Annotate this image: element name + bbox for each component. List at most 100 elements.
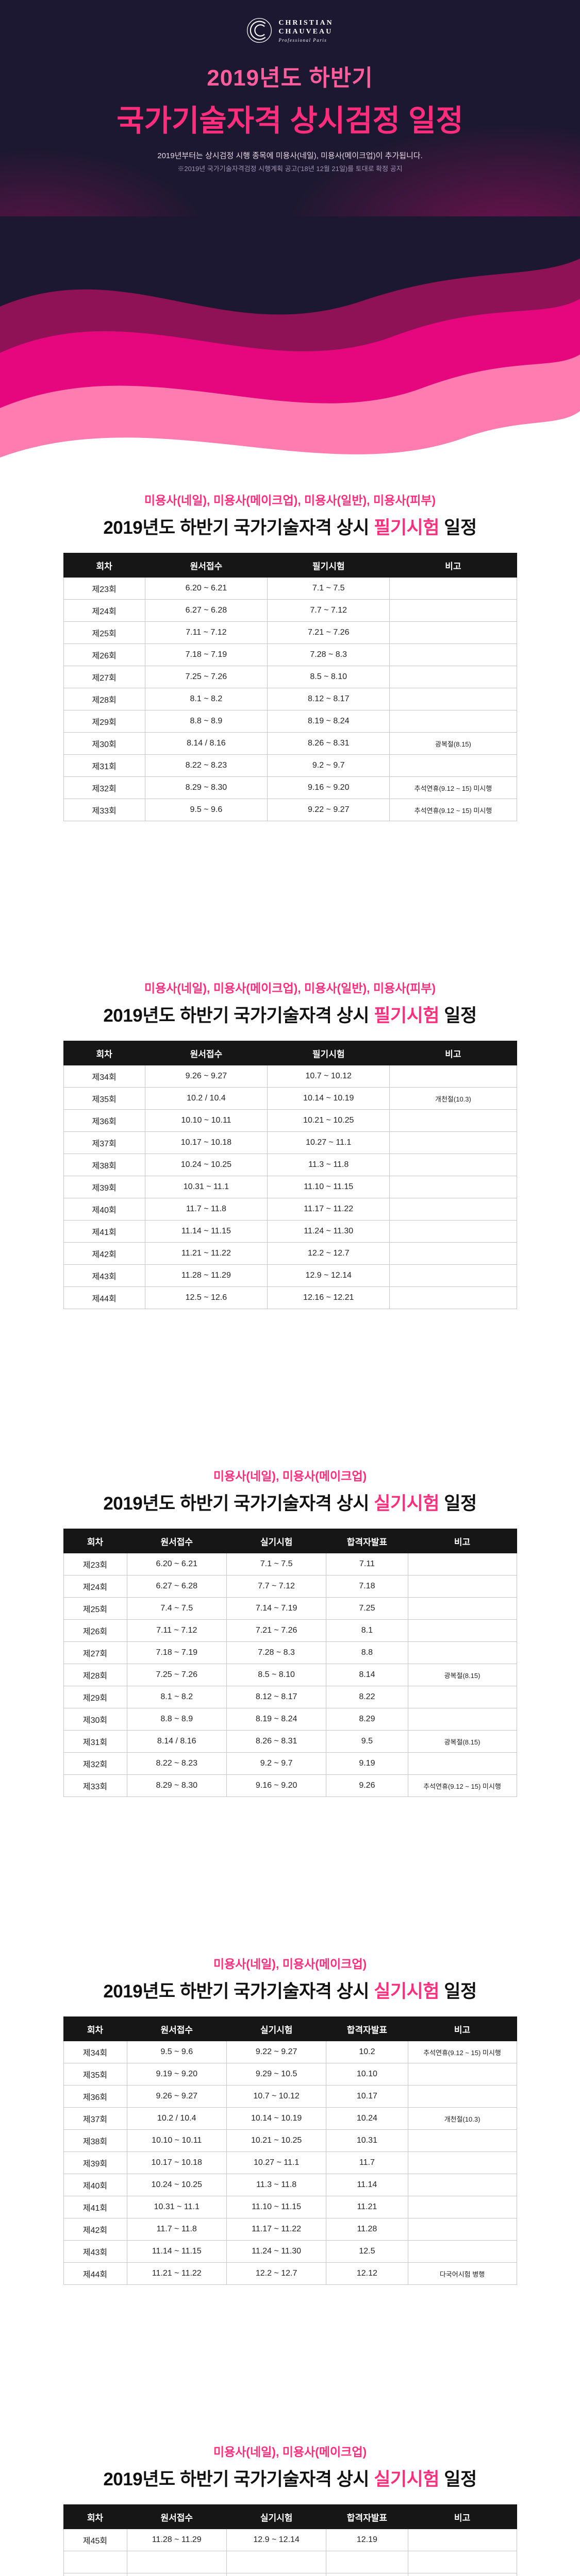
table-cell: 광복절(8.15) [407,1730,517,1753]
table-cell [407,1752,517,1775]
table-cell: 7.4 ~ 7.5 [126,1597,227,1620]
table-cell: 11.14 ~ 11.15 [144,1220,268,1243]
table-cell [389,710,517,733]
table-cell: 7.25 [326,1597,408,1620]
practical-exam-table-3: 회차 원서접수 실기시험 합격자발표 비고 제45회 11.28 ~ 11.29 12.9 ~… [63,2504,517,2576]
brand-name-line2: CHAUVEAU [278,28,333,36]
table-cell: 제37회 [63,2107,127,2130]
table-row: 제29회 8.1 ~ 8.2 8.12 ~ 8.17 8.22 [63,1686,517,1708]
table-cell [389,1154,517,1176]
table-cell [389,643,517,666]
table-cell: 11.24 ~ 11.30 [226,2240,327,2263]
table-cell: 제40회 [63,2174,127,2196]
table-cell: 제34회 [63,2041,127,2063]
table-cell [407,2151,517,2174]
table-cell: 7.7 ~ 7.12 [267,599,390,622]
table-row [63,2573,517,2576]
table-cell: 12.16 ~ 12.21 [267,1286,390,1309]
brand-tagline: Professional Paris [278,37,327,43]
table-cell: 광복절(8.15) [389,732,517,755]
column-header: 회차 [63,2016,127,2041]
table-cell: 제45회 [63,2529,127,2551]
table-cell [407,2551,517,2573]
column-header: 원서접수 [144,1041,268,1065]
column-header: 회차 [63,1041,145,1065]
table-row [63,2551,517,2573]
table-cell: 11.14 ~ 11.15 [126,2240,227,2263]
table-cell: 9.16 ~ 9.20 [226,1774,327,1797]
column-header: 원서접수 [126,1529,227,1553]
table-cell: 8.14 [326,1664,408,1686]
table-cell: 11.7 ~ 11.8 [126,2218,227,2241]
poster-title: 2019년도 하반기 국가기술자격 상시검정 일정 [0,59,580,140]
wave-decoration [0,216,580,489]
column-header: 합격자발표 [326,2504,408,2529]
table-cell: 제27회 [63,1641,127,1664]
table-cell: 제44회 [63,2262,127,2285]
column-header: 회차 [63,553,145,578]
table-cell [389,1065,517,1088]
table-cell: 제26회 [63,1619,127,1642]
table-cell: 8.29 ~ 8.30 [144,776,268,799]
table-row: 제41회 10.31 ~ 11.1 11.10 ~ 11.15 11.21 [63,2196,517,2218]
section-practical-exam-3: 미용사(네일), 미용사(메이크업) 2019년도 하반기 국가기술자격 상시 … [63,2442,517,2576]
column-header: 실기시험 [226,1529,327,1553]
table-row: 제38회 10.10 ~ 10.11 10.21 ~ 10.25 10.31 [63,2129,517,2152]
table-cell: 9.5 ~ 9.6 [144,799,268,821]
table-cell: 개천절(10.3) [389,1087,517,1110]
table-cell: 10.7 ~ 10.12 [267,1065,390,1088]
table-cell [63,2551,127,2573]
table-cell: 7.18 ~ 7.19 [144,643,268,666]
section-title-highlight: 실기시험 [374,1494,440,1514]
table-cell: 8.29 ~ 8.30 [126,1774,227,1797]
written-exam-table-1: 회차 원서접수 필기시험 비고 제23회 6.20 ~ 6.21 7.1 ~ 7.5 제24… [63,553,517,821]
table-cell: 제40회 [63,1198,145,1221]
table-cell: 9.26 ~ 9.27 [144,1065,268,1088]
table-cell [226,2573,327,2576]
table-cell: 10.14 ~ 10.19 [267,1087,390,1110]
table-cell: 9.19 ~ 9.20 [126,2063,227,2086]
section-title-highlight: 필기시험 [374,1006,440,1026]
column-header: 비고 [407,2504,517,2529]
table-cell: 7.14 ~ 7.19 [226,1597,327,1620]
table-cell [407,2063,517,2086]
table-cell [407,2174,517,2196]
table-cell: 11.21 ~ 11.22 [126,2262,227,2285]
table-cell: 제27회 [63,666,145,688]
table-cell: 제43회 [63,2240,127,2263]
table-cell: 8.22 ~ 8.23 [126,1752,227,1775]
table-cell: 제30회 [63,1708,127,1731]
poster-note-1: 2019년부터는 상시검정 시행 종목에 미용사(네일), 미용사(메이크업)이… [157,151,423,160]
table-cell [389,1242,517,1265]
table-cell: 10.17 [326,2085,408,2108]
table-row: 제23회 6.20 ~ 6.21 7.1 ~ 7.5 [63,577,517,600]
section-title: 2019년도 하반기 국가기술자격 상시 필기시험 일정 [63,513,517,539]
table-cell: 7.25 ~ 7.26 [144,666,268,688]
table-cell: 8.26 ~ 8.31 [226,1730,327,1753]
table-cell: 10.10 ~ 10.11 [144,1109,268,1132]
table-cell: 10.2 / 10.4 [126,2107,227,2130]
section-subtitle: 미용사(네일), 미용사(메이크업) [213,2445,367,2459]
table-cell: 7.28 ~ 8.3 [226,1641,327,1664]
table-cell: 10.10 [326,2063,408,2086]
table-cell: 제38회 [63,1154,145,1176]
table-cell: 8.19 ~ 8.24 [226,1708,327,1731]
table-cell [407,1597,517,1620]
table-cell: 11.24 ~ 11.30 [267,1220,390,1243]
table-cell: 9.22 ~ 9.27 [226,2041,327,2063]
poster-note-2: ※2019년 국가기술자격검정 시행계획 공고('18년 12월 21일)를 토… [177,165,403,173]
table-cell: 제25회 [63,1597,127,1620]
table-row: 제45회 11.28 ~ 11.29 12.9 ~ 12.14 12.19 [63,2529,517,2551]
table-row: 제27회 7.18 ~ 7.19 7.28 ~ 8.3 8.8 [63,1641,517,1664]
table-row: 제37회 10.2 / 10.4 10.14 ~ 10.19 10.24 개천절(10.… [63,2107,517,2130]
table-cell: 7.18 [326,1575,408,1598]
table-cell [389,754,517,777]
brand-name-line1: CHRISTIAN [278,19,334,27]
table-row: 제33회 8.29 ~ 8.30 9.16 ~ 9.20 9.26 추석연휴(9.12 … [63,1774,517,1797]
section-subtitle: 미용사(네일), 미용사(메이크업) [213,1957,367,1971]
column-header: 비고 [389,553,517,578]
table-cell: 12.9 ~ 12.14 [226,2529,327,2551]
table-cell: 10.24 ~ 10.25 [144,1154,268,1176]
table-cell [407,1686,517,1708]
table-cell: 10.24 [326,2107,408,2130]
